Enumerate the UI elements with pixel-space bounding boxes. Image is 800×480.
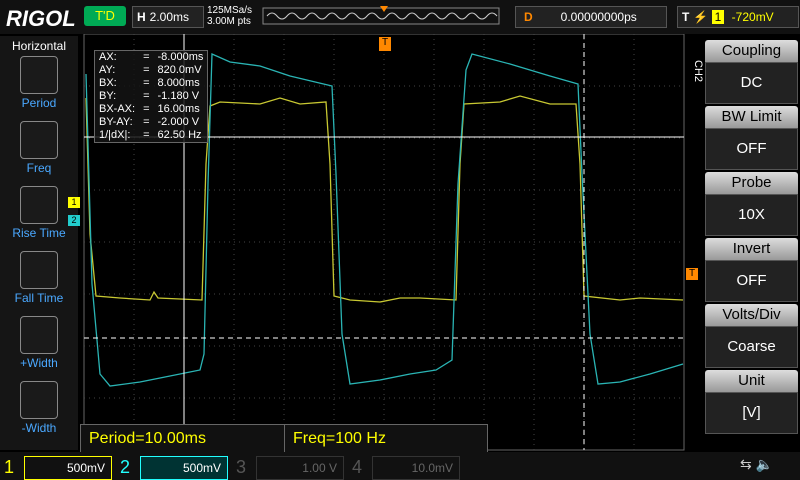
right-menu-item[interactable]: Volts/Div Coarse (705, 304, 798, 368)
measurement: Freq=100 Hz (284, 424, 488, 454)
cursor-row: AY: = 820.0mV (95, 64, 208, 77)
brand: RIGOL (6, 6, 76, 31)
left-menu-title: Horizontal (11, 39, 67, 53)
menu-icon (20, 251, 58, 289)
menu-icon (20, 121, 58, 159)
menu-label: Volts/Div (705, 304, 798, 326)
menu-label: Period (21, 96, 57, 110)
menu-value: 10X (705, 194, 798, 236)
memory-bar (262, 6, 500, 25)
channel-number[interactable]: 4 (352, 457, 363, 477)
menu-value: DC (705, 62, 798, 104)
trigger-position-marker: T (379, 37, 391, 51)
cursor-row: AX: = -8.000ms (95, 51, 208, 65)
menu-icon (20, 381, 58, 419)
ch1-marker: 1 (68, 197, 80, 208)
menu-label: Probe (705, 172, 798, 194)
cursor-cell: 16.00ms (157, 103, 200, 115)
menu-label: +Width (20, 356, 58, 370)
sample-rate: 125MSa/s (207, 5, 253, 16)
menu-label: Freq (26, 161, 52, 175)
trigger-box[interactable]: T ⚡ 1 -720mV (677, 6, 799, 28)
cursor-cell: AY: (99, 64, 116, 76)
menu-value: OFF (705, 260, 798, 302)
channel-label: CH2 (692, 60, 704, 83)
timebase-label: H (137, 10, 146, 24)
measurement: Period=10.00ms (80, 424, 286, 454)
timebase-box[interactable]: H 2.00ms (132, 6, 204, 28)
cursor-row: 1/|dX|: = 62.50 Hz (95, 129, 208, 143)
menu-label: Rise Time (12, 226, 66, 240)
right-menu-item[interactable]: Unit [V] (705, 370, 798, 434)
menu-icon (20, 56, 58, 94)
cursor-row: BX: = 8.000ms (95, 77, 208, 90)
menu-value: OFF (705, 128, 798, 170)
cursor-cell: AX: (99, 51, 117, 63)
left-menu-item[interactable]: Rise Time (2, 186, 76, 240)
sample-info: 125MSa/s 3.00M pts (207, 5, 252, 27)
channel-number[interactable]: 1 (4, 457, 15, 477)
channel-scale[interactable]: 1.00 V (256, 456, 344, 480)
channel-scale[interactable]: 500mV (140, 456, 228, 480)
cursor-cell: 820.0mV (157, 64, 202, 76)
trigger-channel: 1 (711, 10, 725, 24)
delay: 0.00000000ps (560, 10, 637, 24)
cursor-cell: 1/|dX|: (99, 129, 131, 141)
cursor-cell: = (143, 64, 150, 76)
cursor-row: BY-AY: = -2.000 V (95, 116, 208, 129)
right-menu-item[interactable]: Coupling DC (705, 40, 798, 104)
cursor-cell: = (143, 103, 150, 115)
cursor-row: BY: = -1.180 V (95, 90, 208, 103)
cursor-cell: 62.50 Hz (157, 129, 202, 141)
right-menu-item[interactable]: Probe 10X (705, 172, 798, 236)
ch2-marker: 2 (68, 215, 80, 226)
cursor-cell: = (143, 129, 150, 141)
menu-value: Coarse (705, 326, 798, 368)
right-menu-item[interactable]: Invert OFF (705, 238, 798, 302)
cursor-cell: = (143, 51, 150, 63)
cursor-cell: BX-AX: (99, 103, 136, 115)
cursor-table: AX: = -8.000ms AY: = 820.0mV BX: = 8.000ms BY: = -1… (94, 50, 209, 143)
trigger-status: T'D (84, 6, 126, 26)
usb-icon: ⇆ 🔈 (740, 456, 774, 472)
left-menu-item[interactable]: Fall Time (2, 251, 76, 305)
left-menu-item[interactable]: Period (2, 56, 76, 110)
delay-box[interactable]: D 0.00000000ps (515, 6, 667, 28)
menu-label: Unit (705, 370, 798, 392)
cursor-row: BX-AX: = 16.00ms (95, 103, 208, 116)
menu-icon (20, 316, 58, 354)
trigger-level: -720mV (731, 10, 774, 24)
cursor-cell: -1.180 V (157, 90, 200, 102)
menu-label: Coupling (705, 40, 798, 62)
right-menu-item[interactable]: BW Limit OFF (705, 106, 798, 170)
points: 3.00M pts (207, 16, 251, 27)
cursor-cell: BY-AY: (99, 116, 133, 128)
cursor-cell: 8.000ms (157, 77, 200, 89)
left-menu-item[interactable]: -Width (2, 381, 76, 435)
cursor-cell: BX: (99, 77, 117, 89)
cursor-cell: = (143, 77, 150, 89)
channel-scale[interactable]: 10.0mV (372, 456, 460, 480)
menu-label: Fall Time (14, 291, 64, 305)
menu-icon (20, 186, 58, 224)
left-menu-item[interactable]: +Width (2, 316, 76, 370)
cursor-cell: BY: (99, 90, 117, 102)
menu-value: [V] (705, 392, 798, 434)
timebase: 2.00ms (149, 10, 190, 24)
trigger-level-marker: T (686, 268, 698, 280)
channel-number[interactable]: 3 (236, 457, 247, 477)
delay-label: D (524, 10, 533, 24)
cursor-cell: = (143, 116, 150, 128)
left-menu-item[interactable]: Freq (2, 121, 76, 175)
channel-number[interactable]: 2 (120, 457, 131, 477)
cursor-cell: -2.000 V (157, 116, 200, 128)
cursor-cell: -8.000ms (157, 51, 204, 63)
channel-scale[interactable]: 500mV (24, 456, 112, 480)
menu-label: BW Limit (705, 106, 798, 128)
cursor-cell: = (143, 90, 150, 102)
menu-label: -Width (21, 421, 57, 435)
menu-label: Invert (705, 238, 798, 260)
trigger-label: T (682, 10, 690, 24)
